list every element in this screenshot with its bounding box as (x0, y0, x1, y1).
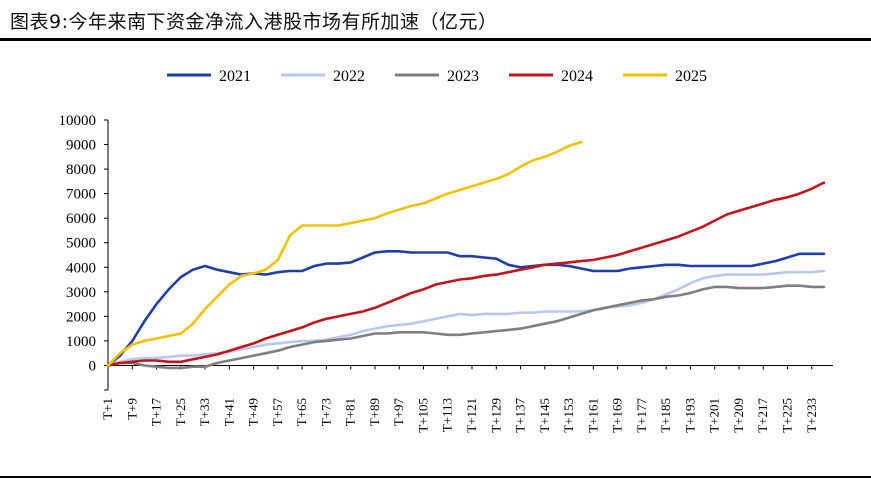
x-tick-label: T+201 (707, 398, 722, 433)
x-tick-label: T+169 (610, 398, 625, 433)
x-tick-label: T+89 (367, 398, 382, 426)
legend-label-2021: 2021 (219, 68, 251, 85)
bottom-rule (0, 476, 871, 478)
y-tick-label: 8000 (66, 162, 96, 178)
title-rule (0, 38, 871, 41)
legend-label-2024: 2024 (561, 68, 593, 85)
x-tick-label: T+17 (149, 398, 164, 427)
x-tick-label: T+25 (173, 398, 188, 426)
chart-title: 图表9:今年来南下资金净流入港股市场有所加速（亿元） (10, 11, 498, 33)
x-tick-label: T+73 (318, 398, 333, 426)
y-tick-label: 3000 (66, 285, 96, 301)
y-tick-label: 10000 (59, 113, 97, 129)
legend-label-2023: 2023 (447, 68, 479, 85)
x-tick-label: T+209 (731, 398, 746, 433)
y-axis: 0 1000 2000 3000 4000 5000 6000 7000 8000 9000 100… (59, 113, 109, 391)
x-tick-label: T+161 (585, 398, 600, 433)
x-tick-label: T+129 (488, 398, 503, 433)
series-line-2023 (106, 284, 826, 370)
x-tick-label: T+105 (415, 398, 430, 433)
x-tick-label: T+225 (779, 398, 794, 433)
y-tick-label: 5000 (66, 236, 96, 252)
series-layer (106, 140, 826, 370)
x-tick-label: T+153 (561, 398, 576, 433)
y-tick-label: 9000 (66, 138, 96, 154)
x-tick-label: T+113 (440, 398, 455, 432)
y-tick-label: 2000 (66, 309, 96, 325)
x-tick-label: T+41 (221, 398, 236, 426)
x-tick-label: T+49 (246, 398, 261, 426)
y-tick-label: 4000 (66, 260, 96, 276)
series-line-2025 (106, 140, 583, 367)
x-tick-label: T+65 (294, 398, 309, 426)
x-tick-label: T+97 (391, 398, 406, 427)
y-tick-label: 0 (89, 358, 97, 374)
y-tick-label: 1000 (66, 334, 96, 350)
y-tick-label: 7000 (66, 187, 96, 203)
x-tick-label: T+145 (537, 398, 552, 433)
series-line-2022 (106, 269, 826, 367)
x-tick-label: T+177 (634, 398, 649, 433)
series-line-2021 (106, 250, 826, 367)
legend-label-2025: 2025 (675, 68, 707, 85)
x-tick-label: T+81 (343, 398, 358, 426)
x-tick-label: T+217 (755, 398, 770, 433)
x-tick-label: T+185 (658, 398, 673, 433)
x-tick-label: T+9 (124, 398, 139, 420)
y-tick-label: 6000 (66, 211, 96, 227)
x-tick-label: T+1 (100, 398, 115, 420)
x-tick-label: T+137 (513, 398, 528, 433)
x-axis: T+1 T+9 T+17 T+25 T+33 T+41 T+49 T+57 T+65 T+73 T+… (100, 364, 833, 433)
legend: 2021 2022 2023 2024 2025 (167, 68, 707, 85)
x-tick-label: T+57 (270, 398, 285, 427)
series-line-2024 (106, 181, 826, 367)
x-tick-label: T+121 (464, 398, 479, 433)
x-tick-label: T+33 (197, 398, 212, 426)
x-tick-label: T+193 (682, 398, 697, 433)
x-tick-label: T+233 (804, 398, 819, 433)
legend-label-2022: 2022 (333, 68, 365, 85)
